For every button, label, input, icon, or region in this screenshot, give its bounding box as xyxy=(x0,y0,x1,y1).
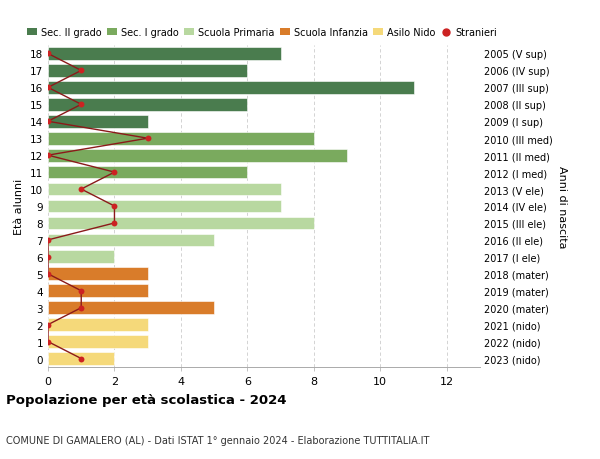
Text: COMUNE DI GAMALERO (AL) - Dati ISTAT 1° gennaio 2024 - Elaborazione TUTTITALIA.I: COMUNE DI GAMALERO (AL) - Dati ISTAT 1° … xyxy=(6,435,430,445)
Bar xyxy=(48,200,281,213)
Y-axis label: Anni di nascita: Anni di nascita xyxy=(557,165,567,248)
Text: Popolazione per età scolastica - 2024: Popolazione per età scolastica - 2024 xyxy=(6,393,287,406)
Point xyxy=(76,186,86,193)
Point xyxy=(76,304,86,312)
Point xyxy=(76,67,86,75)
Bar xyxy=(48,65,247,78)
Bar xyxy=(48,234,214,247)
Bar xyxy=(48,133,314,145)
Bar xyxy=(48,99,247,112)
Point xyxy=(76,355,86,363)
Point xyxy=(110,220,119,227)
Point xyxy=(76,287,86,295)
Point xyxy=(43,50,53,58)
Bar xyxy=(48,285,148,297)
Bar xyxy=(48,336,148,348)
Bar xyxy=(48,302,214,314)
Point xyxy=(143,135,152,143)
Point xyxy=(110,203,119,210)
Point xyxy=(43,338,53,346)
Point xyxy=(43,321,53,329)
Point xyxy=(43,237,53,244)
Bar xyxy=(48,217,314,230)
Bar xyxy=(48,268,148,280)
Bar xyxy=(48,82,413,95)
Legend: Sec. II grado, Sec. I grado, Scuola Primaria, Scuola Infanzia, Asilo Nido, Stran: Sec. II grado, Sec. I grado, Scuola Prim… xyxy=(27,28,497,38)
Point xyxy=(110,169,119,176)
Point xyxy=(43,118,53,126)
Y-axis label: Età alunni: Età alunni xyxy=(14,179,25,235)
Bar xyxy=(48,166,247,179)
Bar xyxy=(48,319,148,331)
Bar xyxy=(48,150,347,162)
Point xyxy=(43,84,53,92)
Bar xyxy=(48,251,115,263)
Bar xyxy=(48,48,281,61)
Point xyxy=(76,101,86,109)
Bar xyxy=(48,353,115,365)
Point xyxy=(43,254,53,261)
Bar xyxy=(48,183,281,196)
Bar xyxy=(48,116,148,129)
Point xyxy=(43,152,53,159)
Point xyxy=(43,270,53,278)
